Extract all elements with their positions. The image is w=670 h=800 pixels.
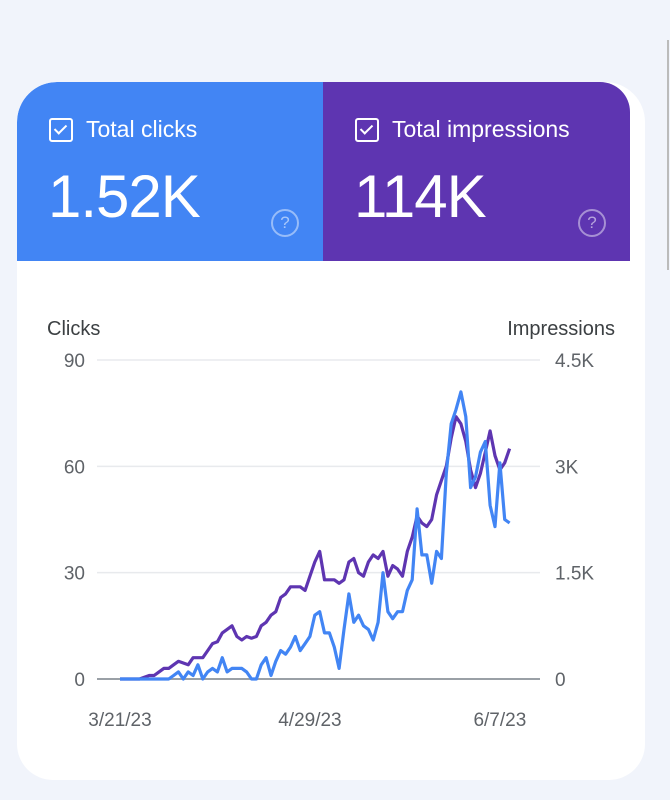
scrollbar[interactable] — [667, 40, 669, 270]
left-axis-title: Clicks — [47, 318, 100, 340]
tile-value: 114K — [354, 163, 487, 230]
tile-label: Total impressions — [392, 116, 570, 142]
total-clicks-tile[interactable]: Total clicks 1.52K ? — [17, 82, 323, 261]
x-tick-label: 3/21/23 — [88, 710, 151, 731]
right-tick-label: 3K — [555, 457, 579, 478]
right-tick-label: 4.5K — [555, 351, 594, 372]
checkbox-icon[interactable] — [49, 117, 73, 142]
left-tick-label: 90 — [64, 351, 85, 372]
x-tick-label: 4/29/23 — [278, 710, 341, 731]
total-impressions-tile[interactable]: Total impressions 114K ? — [323, 82, 630, 261]
performance-card: Total clicks 1.52K ? Total impressions 1… — [17, 82, 645, 780]
help-icon[interactable]: ? — [578, 209, 606, 237]
left-tick-label: 60 — [64, 457, 85, 478]
clicks-series-line — [120, 390, 511, 681]
right-axis-title: Impressions — [507, 318, 615, 340]
tile-value: 1.52K — [48, 163, 201, 230]
impressions-series-line — [120, 415, 512, 681]
right-tick-label: 0 — [555, 670, 566, 691]
x-tick-label: 6/7/23 — [473, 710, 526, 731]
checkbox-icon[interactable] — [355, 117, 379, 142]
left-tick-label: 30 — [64, 564, 85, 585]
right-tick-label: 1.5K — [555, 564, 594, 585]
tile-label: Total clicks — [86, 116, 198, 142]
left-tick-label: 0 — [74, 670, 85, 691]
help-icon[interactable]: ? — [271, 209, 299, 237]
